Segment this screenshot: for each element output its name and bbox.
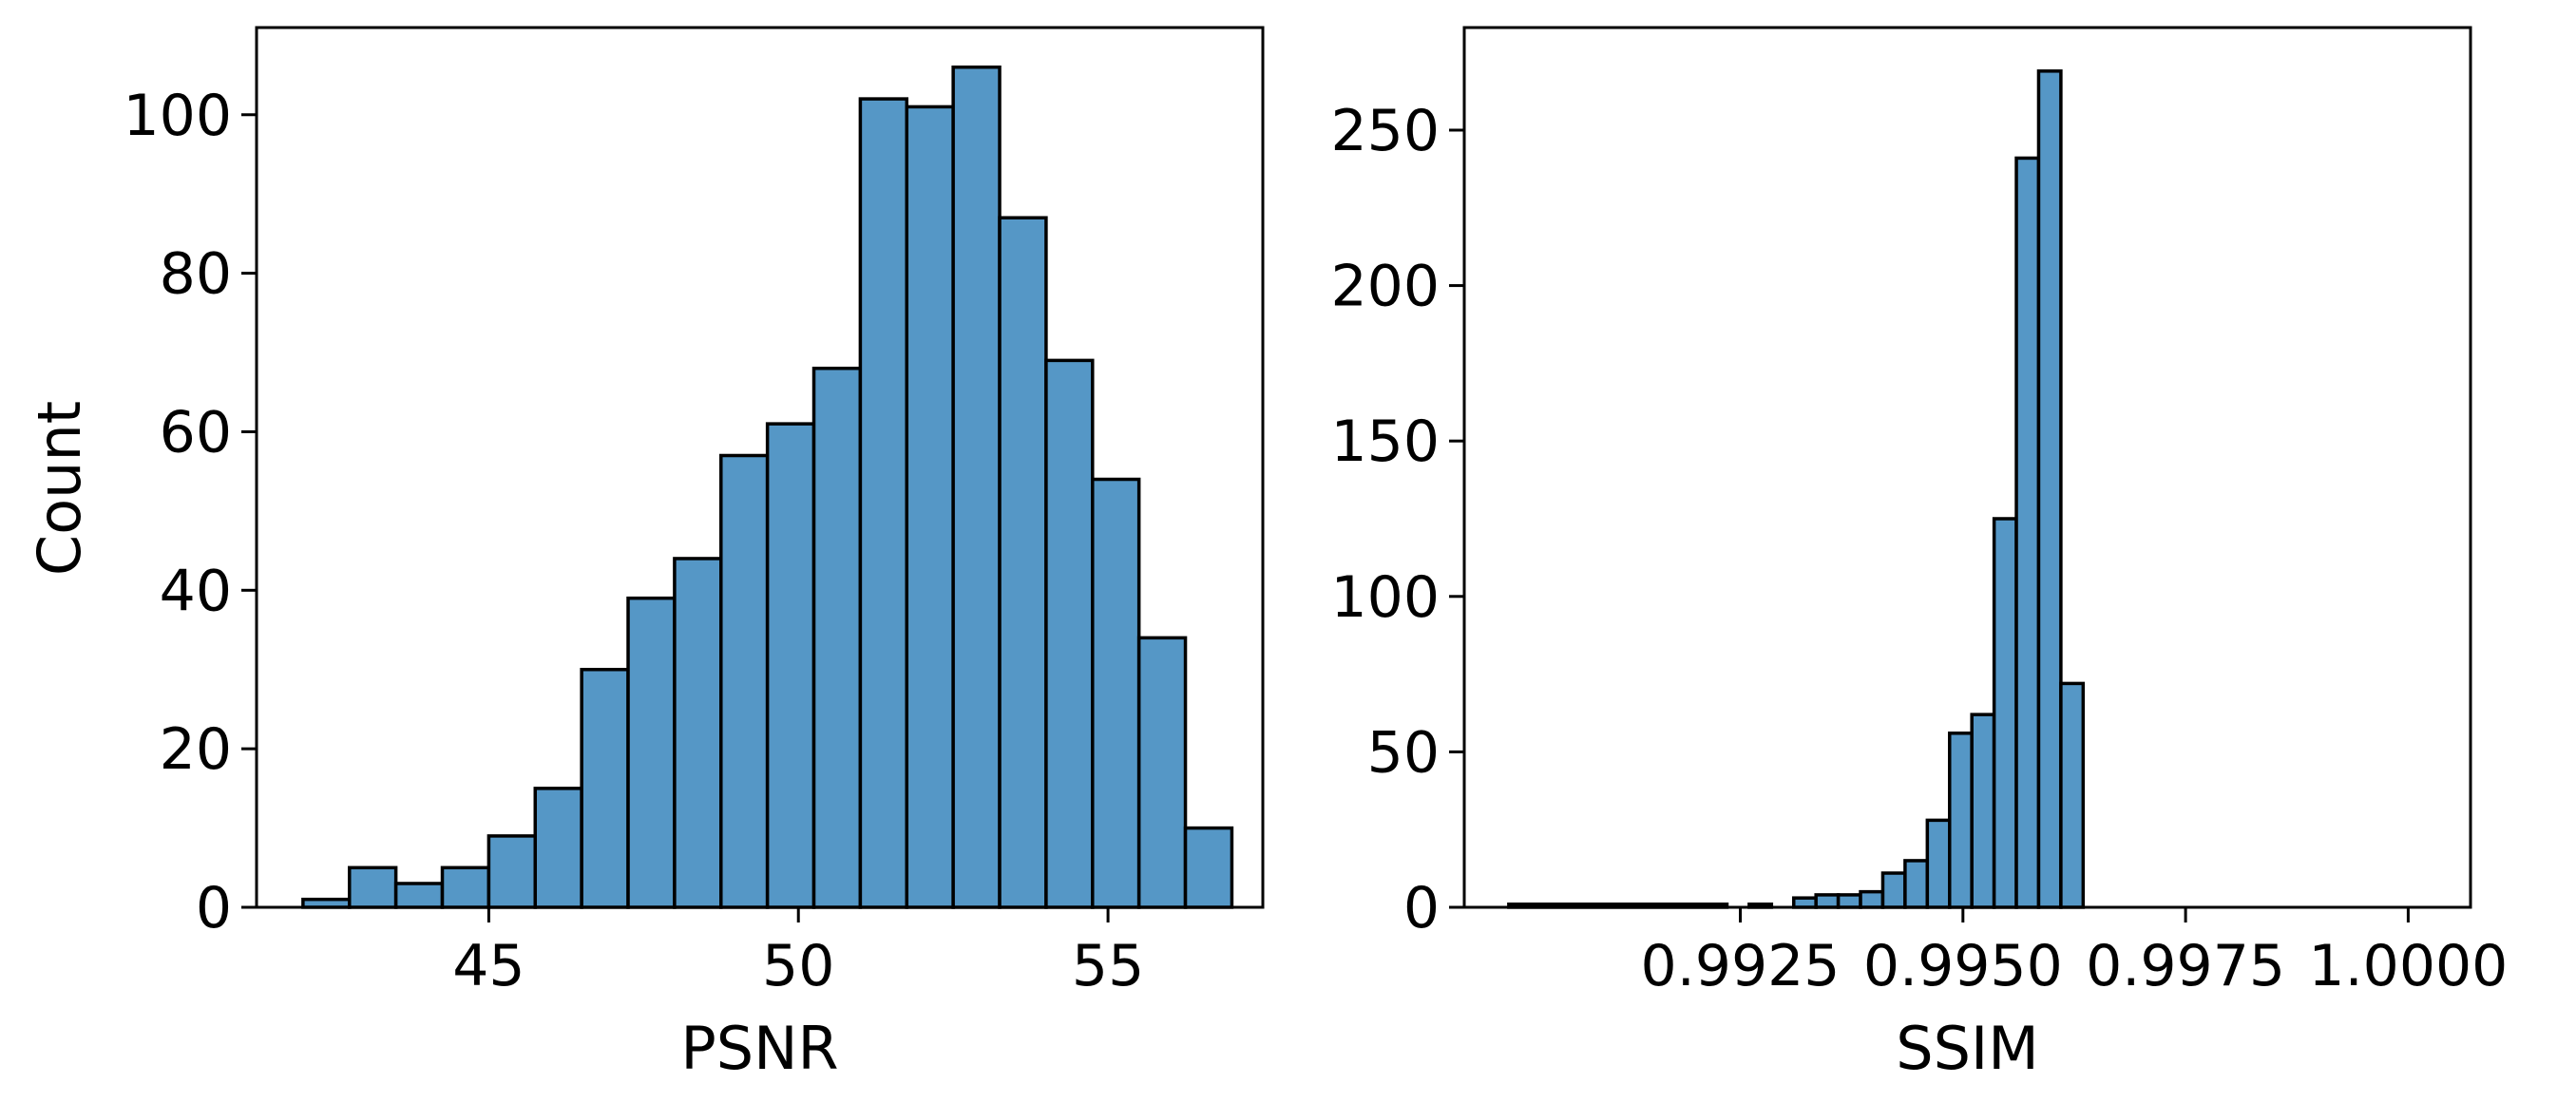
histogram-bar bbox=[1136, 636, 1188, 909]
histogram-bar bbox=[1903, 859, 1930, 909]
histogram-bar bbox=[2014, 156, 2041, 909]
y-tick-label: 100 bbox=[1330, 564, 1440, 631]
histogram-bar bbox=[580, 667, 630, 909]
y-tick-label: 0 bbox=[1403, 875, 1440, 941]
histogram-bar bbox=[1948, 732, 1974, 909]
x-tick-label: 55 bbox=[1072, 933, 1144, 999]
histogram-bar bbox=[998, 216, 1048, 909]
axes-frame bbox=[255, 26, 1265, 909]
histogram-bar bbox=[487, 834, 538, 909]
histogram-bar bbox=[348, 865, 398, 909]
y-tick-label: 200 bbox=[1330, 254, 1440, 320]
x-tick-label: 50 bbox=[762, 933, 834, 999]
histogram-bar bbox=[1925, 818, 1952, 909]
y-tick-label: 40 bbox=[160, 558, 232, 624]
histogram-bar bbox=[1183, 826, 1234, 909]
y-tick-label: 20 bbox=[160, 716, 232, 783]
histogram-bar bbox=[1044, 358, 1095, 909]
y-tick-label: 80 bbox=[160, 241, 232, 308]
x-tick-label: 1.0000 bbox=[2308, 933, 2508, 999]
ssim-histogram-panel: 0 50 100 150 200 250 0.9925 0.9950 0.9975 1.0000 S… bbox=[1330, 26, 2508, 1083]
histogram-bar bbox=[765, 422, 816, 909]
histogram-bar bbox=[1992, 517, 2018, 909]
histogram-bar bbox=[1814, 893, 1841, 909]
histogram-bar bbox=[1091, 477, 1141, 909]
histogram-bar bbox=[673, 557, 723, 909]
y-tick-label: 60 bbox=[160, 399, 232, 466]
histogram-bar bbox=[1859, 889, 1885, 909]
y-tick-label: 150 bbox=[1330, 409, 1440, 475]
histogram-bar bbox=[858, 97, 909, 909]
histogram-bar bbox=[2059, 681, 2086, 909]
x-axis-label: SSIM bbox=[1896, 1014, 2039, 1083]
x-tick-label: 45 bbox=[452, 933, 525, 999]
histogram-bar bbox=[440, 865, 491, 909]
x-tick-label: 0.9975 bbox=[2086, 933, 2285, 999]
psnr-histogram-panel: 0 20 40 60 80 100 45 50 55 PSNR Count bbox=[25, 26, 1265, 1083]
histogram-bar bbox=[951, 65, 1002, 909]
histogram-bar bbox=[905, 105, 955, 909]
histogram-bar bbox=[626, 596, 677, 909]
histogram-bar bbox=[1970, 713, 1996, 909]
histogram-bar bbox=[1836, 893, 1862, 909]
histogram-bar bbox=[1880, 871, 1907, 909]
y-tick-label: 250 bbox=[1330, 98, 1440, 164]
histogram-bar bbox=[2036, 69, 2063, 909]
axes-frame bbox=[1462, 26, 2472, 909]
y-tick-label: 0 bbox=[196, 875, 232, 941]
histogram-bar bbox=[393, 882, 445, 909]
x-tick-label: 0.9950 bbox=[1863, 933, 2063, 999]
y-tick-label: 100 bbox=[123, 83, 232, 149]
y-tick-label: 50 bbox=[1367, 719, 1440, 786]
y-axis-label: Count bbox=[25, 401, 94, 576]
histogram-bar bbox=[811, 366, 863, 909]
x-tick-label: 0.9925 bbox=[1641, 933, 1841, 999]
histogram-bar bbox=[719, 453, 770, 909]
histogram-bar bbox=[533, 787, 583, 909]
x-axis-label: PSNR bbox=[680, 1014, 838, 1083]
